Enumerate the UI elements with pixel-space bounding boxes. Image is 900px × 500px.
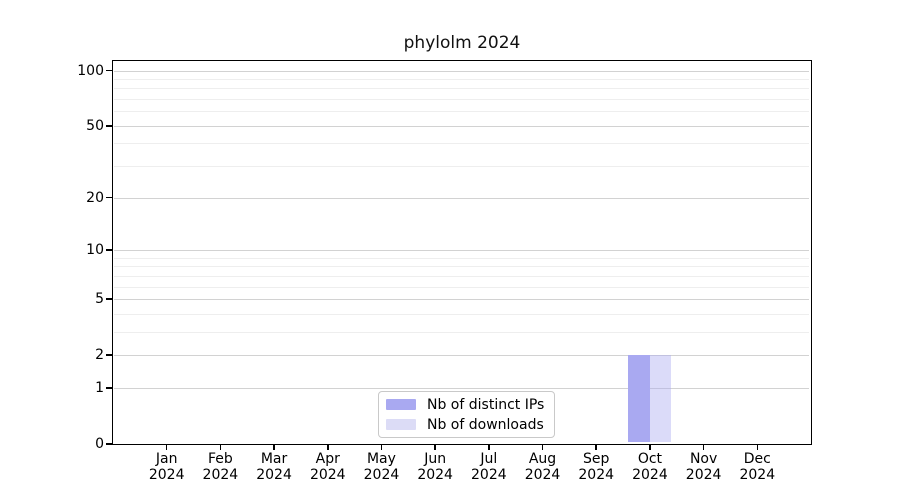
- x-tick-label: Dec 2024: [739, 451, 776, 483]
- x-tick-label: Sep 2024: [578, 451, 615, 483]
- y-tick: [105, 443, 112, 445]
- x-tick-label: Aug 2024: [524, 451, 561, 483]
- y-tick: [105, 125, 112, 127]
- bar-distinct-ips: [628, 355, 650, 443]
- chart-title: phylolm 2024: [403, 33, 521, 53]
- y-gridline-major: [114, 249, 809, 251]
- y-tick-label: 5: [95, 290, 104, 307]
- y-gridline-minor: [114, 266, 809, 268]
- legend-label-distinct-ips: Nb of distinct IPs: [427, 396, 545, 413]
- y-tick-label: 20: [86, 189, 104, 206]
- y-tick: [105, 387, 112, 389]
- legend-swatch-distinct-ips: [386, 399, 416, 410]
- y-gridline-major: [114, 125, 809, 127]
- x-tick-label: Jun 2024: [417, 451, 453, 483]
- y-tick-label: 100: [77, 62, 104, 79]
- y-gridline-major: [114, 298, 809, 300]
- y-gridline-minor: [114, 111, 809, 113]
- y-gridline-minor: [114, 313, 809, 315]
- x-tick: [488, 444, 490, 450]
- x-tick-label: May 2024: [363, 451, 400, 483]
- bar-downloads: [649, 355, 672, 443]
- plot-area: [112, 60, 812, 445]
- x-tick: [756, 444, 759, 450]
- x-tick: [434, 444, 436, 450]
- x-tick-label: Mar 2024: [256, 451, 292, 483]
- legend-item-distinct-ips: Nb of distinct IPs: [386, 397, 554, 413]
- x-tick: [165, 444, 168, 450]
- y-tick-label: 1: [95, 379, 104, 396]
- x-tick: [327, 444, 329, 450]
- y-gridline-minor: [114, 257, 809, 259]
- y-gridline-minor: [114, 99, 809, 101]
- x-tick-label: Oct 2024: [632, 451, 668, 483]
- y-gridline-minor: [114, 78, 809, 80]
- y-tick: [105, 249, 112, 251]
- legend-label-downloads: Nb of downloads: [427, 416, 544, 433]
- x-tick: [595, 444, 597, 450]
- y-tick-label: 50: [86, 117, 104, 134]
- x-tick-label: Feb 2024: [202, 451, 239, 483]
- y-tick: [105, 354, 112, 356]
- x-tick: [649, 444, 651, 450]
- x-tick: [273, 444, 275, 450]
- legend-swatch-downloads: [386, 419, 416, 430]
- x-tick: [541, 444, 544, 450]
- y-gridline-minor: [114, 331, 809, 333]
- x-tick: [380, 444, 383, 450]
- y-tick-label: 10: [86, 241, 104, 258]
- x-tick: [702, 444, 705, 450]
- y-gridline-minor: [114, 286, 809, 288]
- x-tick-label: Jul 2024: [471, 451, 507, 483]
- x-tick-label: Nov 2024: [685, 451, 722, 483]
- x-tick-label: Jan 2024: [148, 451, 185, 483]
- y-gridline-major: [114, 197, 809, 199]
- y-gridline-major: [114, 70, 809, 72]
- x-tick-label: Apr 2024: [309, 451, 346, 483]
- y-gridline-major: [114, 355, 809, 357]
- y-tick: [105, 298, 112, 300]
- y-tick-label: 2: [95, 347, 104, 364]
- y-gridline-minor: [114, 143, 809, 145]
- y-gridline-minor: [114, 166, 809, 168]
- y-gridline-major: [114, 387, 809, 389]
- y-tick: [105, 196, 112, 199]
- y-tick: [105, 69, 112, 72]
- legend-item-downloads: Nb of downloads: [386, 417, 554, 433]
- x-tick: [219, 444, 222, 450]
- y-gridline-minor: [114, 275, 809, 277]
- y-gridline-minor: [114, 88, 809, 90]
- y-tick-label: 0: [95, 436, 104, 452]
- legend: Nb of distinct IPs Nb of downloads: [378, 391, 555, 438]
